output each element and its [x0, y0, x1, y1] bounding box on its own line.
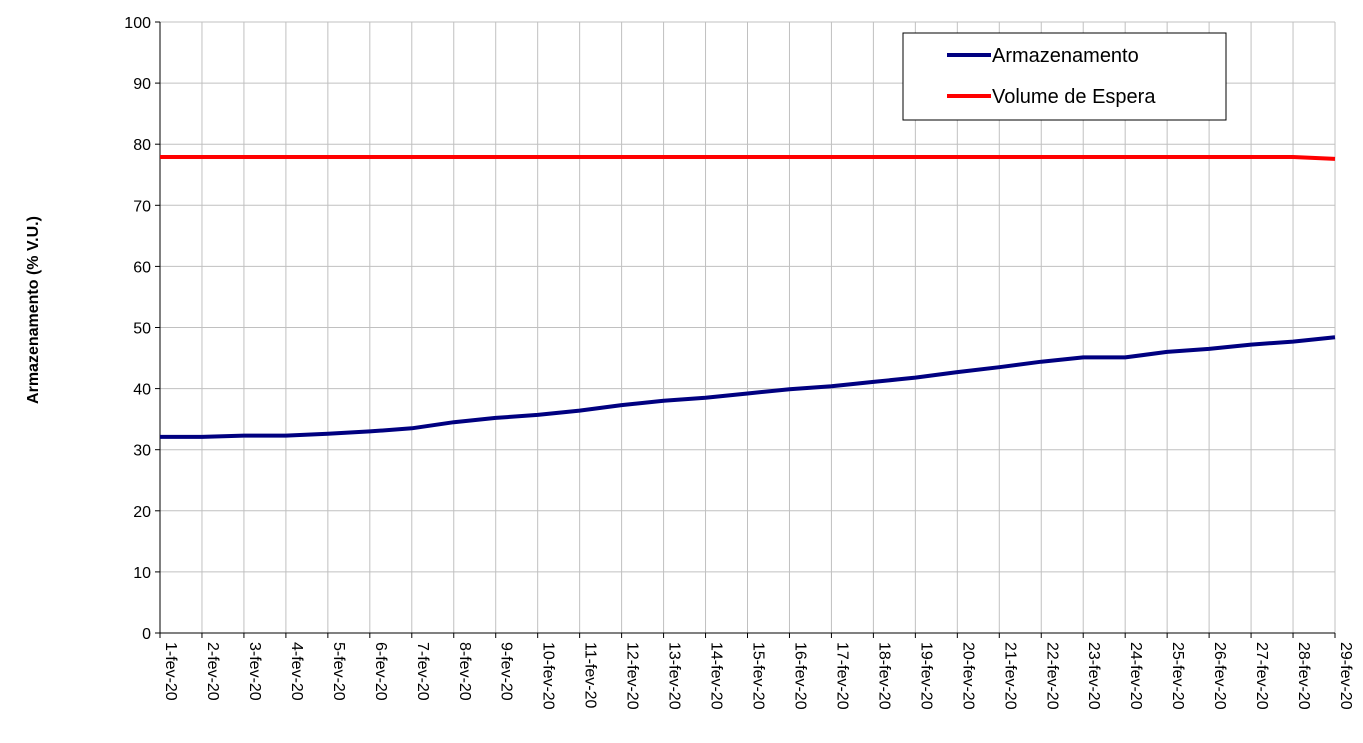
y-axis-title: Armazenamento (% V.U.)	[25, 216, 42, 404]
legend-box	[902, 32, 1227, 121]
x-tick-label: 22-fev-20	[1043, 642, 1060, 710]
x-tick-label: 12-fev-20	[624, 642, 641, 710]
x-tick-label: 11-fev-20	[582, 642, 599, 709]
y-tick-label: 10	[133, 565, 151, 582]
y-tick-label: 70	[133, 198, 151, 215]
x-tick-label: 23-fev-20	[1085, 642, 1102, 710]
x-tick-label: 13-fev-20	[666, 642, 683, 710]
series-line-1	[160, 155, 1336, 161]
y-tick-label: 0	[142, 626, 151, 643]
x-tick-label: 3-fev-20	[246, 642, 263, 701]
series-line-0	[160, 335, 1336, 439]
x-tick-label: 2-fev-20	[204, 642, 221, 701]
x-tick-label: 26-fev-20	[1211, 642, 1228, 710]
x-tick-label: 25-fev-20	[1169, 642, 1186, 710]
x-tick-label: 10-fev-20	[540, 642, 557, 710]
y-tick-label: 80	[133, 137, 151, 154]
x-tick-label: 27-fev-20	[1253, 642, 1270, 710]
x-tick-labels: 1-fev-20 2-fev-20 3-fev-20 4-fev-20 5-fev-20…	[162, 642, 1354, 710]
legend-label: Armazenamento	[992, 45, 1139, 67]
x-tick-label: 20-fev-20	[959, 642, 976, 710]
legend-label: Volume de Espera	[992, 86, 1156, 108]
x-tick-label: 14-fev-20	[708, 642, 725, 710]
y-tick-label: 100	[124, 15, 151, 32]
y-tick-label: 50	[133, 321, 151, 338]
x-tick-label: 24-fev-20	[1127, 642, 1144, 710]
x-tick-label: 16-fev-20	[791, 642, 808, 710]
axes	[155, 21, 1336, 638]
y-tick-label: 20	[133, 504, 151, 521]
x-tick-label: 4-fev-20	[288, 642, 305, 701]
x-tick-label: 18-fev-20	[875, 642, 892, 710]
grid-lines	[160, 21, 1336, 633]
x-tick-label: 15-fev-20	[750, 642, 767, 710]
y-tick-label: 40	[133, 382, 151, 399]
x-tick-label: 17-fev-20	[833, 642, 850, 710]
y-tick-label: 30	[133, 443, 151, 460]
x-tick-label: 7-fev-20	[414, 642, 431, 701]
x-tick-label: 21-fev-20	[1001, 642, 1018, 710]
x-tick-label: 8-fev-20	[456, 642, 473, 701]
x-tick-label: 19-fev-20	[917, 642, 934, 710]
legend: Armazenamento Volume de Espera	[902, 32, 1227, 121]
x-tick-label: 6-fev-20	[372, 642, 389, 701]
y-tick-label: 90	[133, 76, 151, 93]
x-tick-label: 9-fev-20	[498, 642, 515, 701]
y-tick-labels: 0 10 20 30 40 50 60 70 80 90 100	[124, 15, 151, 643]
x-tick-label: 1-fev-20	[162, 642, 179, 701]
x-tick-label: 29-fev-20	[1337, 642, 1354, 710]
x-tick-label: 5-fev-20	[330, 642, 347, 701]
x-tick-label: 28-fev-20	[1295, 642, 1312, 710]
y-tick-label: 60	[133, 259, 151, 276]
series-lines	[160, 155, 1336, 439]
